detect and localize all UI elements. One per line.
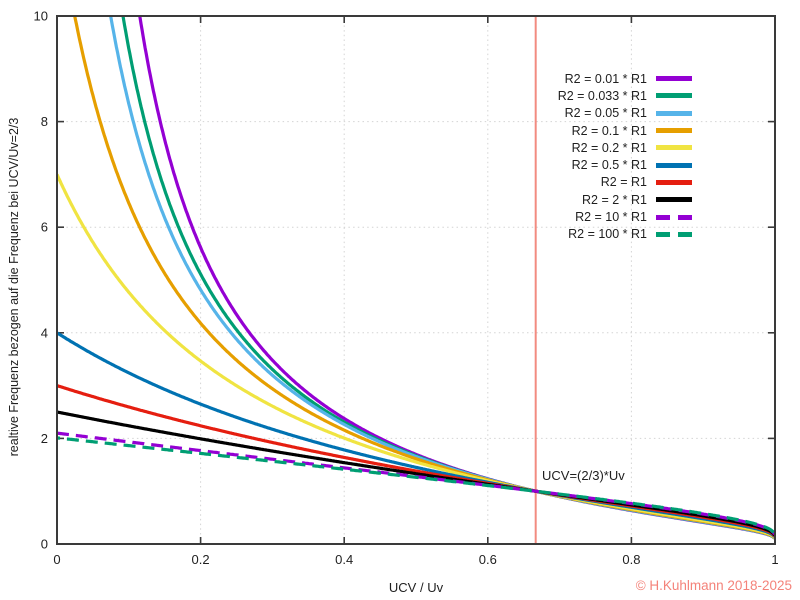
curve-r2-2-r1	[57, 410, 775, 537]
y-tick-label: 0	[41, 537, 48, 552]
legend-label: R2 = 0.01 * R1	[564, 71, 647, 86]
curve-r2-0.2-r1	[57, 173, 775, 539]
legend-item: R2 = 2 * R1	[582, 191, 692, 208]
x-tick-label: 0.8	[622, 552, 640, 567]
y-axis-title: realtive Frequenz bezogen auf die Freque…	[7, 117, 21, 457]
legend-item: R2 = 10 * R1	[575, 208, 692, 225]
legend-swatch	[656, 162, 692, 168]
legend-label: R2 = 2 * R1	[582, 192, 647, 207]
legend-label: R2 = R1	[600, 175, 647, 190]
x-tick-label: 0.4	[335, 552, 353, 567]
legend-swatch	[656, 76, 692, 82]
legend-item: R2 = R1	[601, 174, 692, 191]
curves-group	[57, 16, 775, 540]
legend-label: R2 = 0.05 * R1	[564, 106, 647, 121]
legend-item: R2 = 100 * R1	[568, 226, 692, 243]
legend-item: R2 = 0.2 * R1	[572, 139, 692, 156]
legend-item: R2 = 0.5 * R1	[572, 156, 692, 173]
curve-r2-100-r1	[57, 436, 775, 535]
y-tick-label: 2	[41, 431, 48, 446]
x-tick-label: 0	[53, 552, 60, 567]
y-tick-label: 6	[41, 220, 48, 235]
x-axis-title: UCV / Uv	[388, 580, 444, 595]
legend-item: R2 = 0.033 * R1	[558, 87, 692, 104]
marker-annotation: UCV=(2/3)*Uv	[542, 468, 625, 483]
x-tick-label: 1	[771, 552, 778, 567]
legend-item: R2 = 0.1 * R1	[572, 122, 692, 139]
legend-label: R2 = 100 * R1	[568, 227, 647, 242]
legend: R2 = 0.01 * R1 R2 = 0.033 * R1 R2 = 0.05 *…	[558, 70, 692, 243]
y-tick-label: 10	[34, 9, 48, 24]
legend-label: R2 = 0.2 * R1	[571, 140, 647, 155]
legend-label: R2 = 0.5 * R1	[571, 158, 647, 173]
legend-swatch	[656, 145, 692, 151]
legend-label: R2 = 0.1 * R1	[571, 123, 647, 138]
x-tick-label: 0.6	[479, 552, 497, 567]
legend-label: R2 = 0.033 * R1	[557, 88, 647, 103]
plot-border	[56, 15, 776, 545]
copyright-text: © H.Kuhlmann 2018-2025	[635, 578, 792, 593]
legend-label: R2 = 10 * R1	[575, 210, 647, 225]
y-tick-label: 4	[41, 325, 48, 340]
x-tick-label: 0.2	[192, 552, 210, 567]
legend-swatch	[656, 110, 692, 116]
legend-swatch	[656, 214, 692, 220]
curve-r2-0.5-r1	[57, 331, 775, 538]
legend-swatch	[656, 93, 692, 99]
legend-swatch	[656, 128, 692, 134]
legend-swatch	[656, 179, 692, 185]
legend-item: R2 = 0.05 * R1	[565, 105, 692, 122]
y-tick-label: 8	[41, 114, 48, 129]
legend-swatch	[656, 197, 692, 203]
legend-item: R2 = 0.01 * R1	[565, 70, 692, 87]
legend-swatch	[656, 231, 692, 237]
